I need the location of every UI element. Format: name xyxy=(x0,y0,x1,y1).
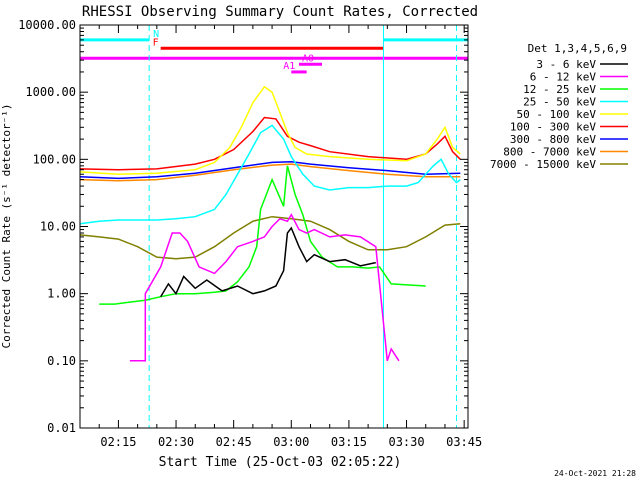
series-line xyxy=(79,161,461,180)
x-tick-label: 03:30 xyxy=(388,435,424,449)
series-line xyxy=(79,215,461,260)
y-tick-label: 0.01 xyxy=(47,421,76,435)
series-line xyxy=(79,163,461,182)
series-line xyxy=(79,124,461,225)
flag-label: F xyxy=(153,37,159,48)
series-line xyxy=(79,116,461,171)
vertical-lines xyxy=(148,25,457,428)
legend-label: 12 - 25 keV xyxy=(523,83,596,96)
flag-bars: NF A0 A1 xyxy=(80,29,468,74)
y-tick-label: 10000.00 xyxy=(18,18,76,32)
x-tick-label: 02:45 xyxy=(216,435,252,449)
legend-label: 6 - 12 keV xyxy=(530,71,597,84)
x-tick-label: 03:15 xyxy=(331,435,367,449)
y-axis: 0.01 0.10 1.00 10.00 100.00 1000.00 10000.00 xyxy=(18,18,468,435)
legend-title: Det 1,3,4,5,6,9 xyxy=(528,42,627,55)
y-tick-label: 100.00 xyxy=(33,152,76,166)
series-line xyxy=(79,85,461,175)
legend-label: 300 - 800 keV xyxy=(510,133,596,146)
series-lines xyxy=(79,85,461,362)
legend-label: 50 - 100 keV xyxy=(517,108,597,121)
legend-label: 25 - 50 keV xyxy=(523,96,596,109)
legend-label: 7000 - 15000 keV xyxy=(490,158,596,171)
y-tick-label: 1000.00 xyxy=(25,85,76,99)
legend-label: 100 - 300 keV xyxy=(510,121,596,134)
x-axis-label: Start Time (25-Oct-03 02:05:22) xyxy=(159,455,402,470)
series-line xyxy=(160,226,376,298)
legend-label: 3 - 6 keV xyxy=(536,58,596,71)
series-line xyxy=(129,213,400,362)
x-axis: 02:15 02:30 02:45 03:00 03:15 03:30 03:45 xyxy=(79,25,482,449)
y-axis-label: Corrected Count Rate (s⁻¹ detector⁻¹) xyxy=(0,103,13,348)
footer-date: 24-Oct-2021 21:28 xyxy=(554,469,636,478)
x-tick-label: 02:15 xyxy=(100,435,136,449)
flag-label: A0 xyxy=(302,53,314,64)
x-tick-label: 03:00 xyxy=(273,435,309,449)
series-line xyxy=(99,165,426,305)
flag-label: A1 xyxy=(283,61,295,72)
y-tick-label: 1.00 xyxy=(47,287,76,301)
x-tick-label: 02:30 xyxy=(158,435,194,449)
flag-label: N xyxy=(153,29,159,40)
legend-label: 800 - 7000 keV xyxy=(503,146,596,159)
y-tick-label: 0.10 xyxy=(47,354,76,368)
plot-frame xyxy=(79,24,469,429)
y-tick-label: 10.00 xyxy=(40,220,76,234)
x-tick-label: 03:45 xyxy=(446,435,482,449)
chart-title: RHESSI Observing Summary Count Rates, Co… xyxy=(82,4,478,20)
